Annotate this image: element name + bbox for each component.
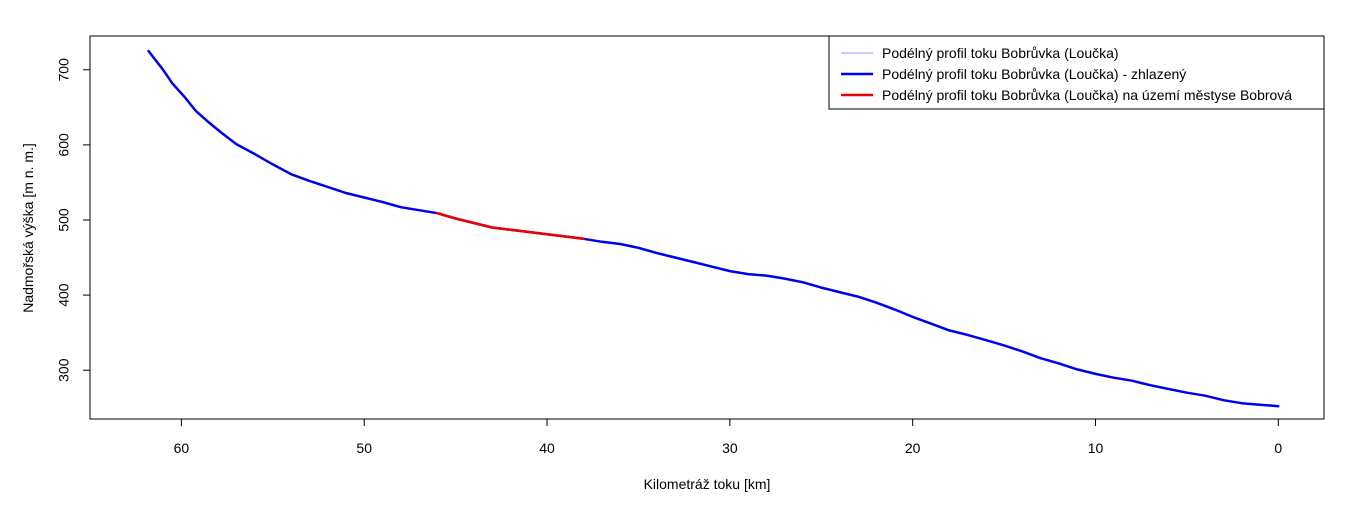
y-tick-label: 500 <box>56 208 72 232</box>
x-axis-title: Kilometráž toku [km] <box>644 476 771 492</box>
x-tick-label: 10 <box>1088 440 1104 456</box>
x-tick-label: 50 <box>356 440 372 456</box>
x-axis: 60 50 40 30 20 10 0 <box>174 419 1282 456</box>
series-line-3 <box>436 211 585 241</box>
x-tick-label: 30 <box>722 440 738 456</box>
x-tick-label: 40 <box>539 440 555 456</box>
legend: Podélný profil toku Bobrůvka (Loučka) Pod… <box>828 35 1325 110</box>
y-tick-label: 300 <box>56 358 72 382</box>
x-tick-label: 60 <box>174 440 190 456</box>
plot-lines <box>147 49 1280 408</box>
y-tick-label: 600 <box>56 133 72 157</box>
series-line-2 <box>147 49 1280 408</box>
legend-box <box>828 35 1325 110</box>
x-tick-label: 20 <box>905 440 921 456</box>
y-tick-label: 400 <box>56 283 72 307</box>
y-tick-label: 700 <box>56 58 72 82</box>
y-axis: 300 400 500 600 700 <box>56 58 90 382</box>
legend-label-1: Podélný profil toku Bobrůvka (Loučka) <box>882 45 1119 61</box>
x-tick-label: 0 <box>1274 440 1282 456</box>
y-axis-title: Nadmořská výška [m n. m.] <box>20 143 36 313</box>
plot-frame <box>89 35 1325 420</box>
legend-label-3: Podélný profil toku Bobrůvka (Loučka) na… <box>882 87 1292 103</box>
legend-label-2: Podélný profil toku Bobrůvka (Loučka) - … <box>882 66 1186 82</box>
